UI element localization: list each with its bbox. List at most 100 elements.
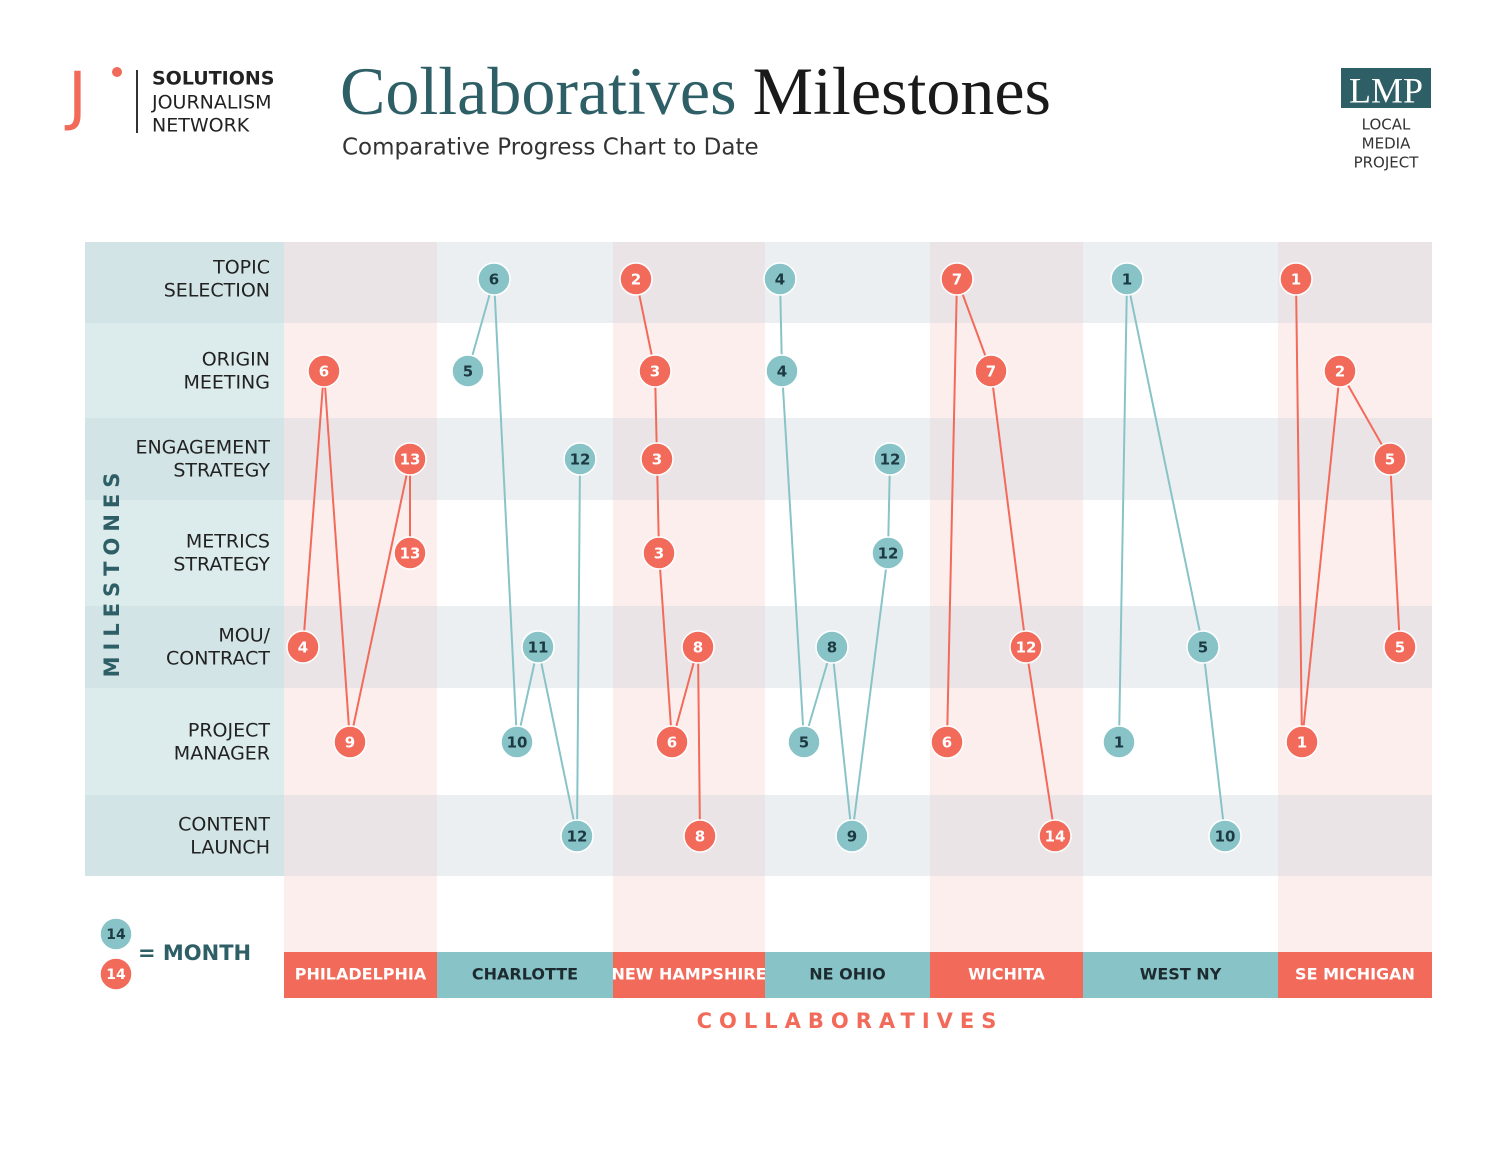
logo-mark: J bbox=[64, 60, 87, 134]
month-label: 5 bbox=[799, 734, 809, 752]
milestone-label: PROJECT bbox=[188, 720, 270, 742]
month-bubble bbox=[940, 262, 974, 296]
month-label: 6 bbox=[489, 271, 499, 289]
month-bubble bbox=[683, 819, 717, 853]
milestone-label: CONTENT bbox=[178, 814, 270, 836]
month-bubble bbox=[333, 725, 367, 759]
collaborative-bar bbox=[930, 952, 1083, 998]
month-label: 8 bbox=[695, 828, 705, 846]
title-part: Collaboratives bbox=[340, 53, 737, 129]
legend-bubble bbox=[99, 917, 133, 951]
month-label: 8 bbox=[693, 639, 703, 657]
month-label: 7 bbox=[952, 271, 962, 289]
column-bg bbox=[765, 242, 930, 876]
collaborative-bar bbox=[284, 952, 437, 998]
chart: TOPICSELECTIONORIGINMEETINGENGAGEMENTSTR… bbox=[85, 242, 1432, 1033]
month-label: 6 bbox=[319, 363, 329, 381]
month-bubble bbox=[477, 262, 511, 296]
collaborative-label: WICHITA bbox=[968, 965, 1045, 984]
month-bubble bbox=[1038, 819, 1072, 853]
title-part: Milestones bbox=[753, 53, 1051, 129]
month-bubble bbox=[1009, 630, 1043, 664]
month-label: 12 bbox=[570, 451, 591, 469]
row-band bbox=[284, 606, 1432, 688]
month-bubble bbox=[871, 536, 905, 570]
collaborative-bar bbox=[765, 952, 930, 998]
month-bubble bbox=[1110, 262, 1144, 296]
month-label: 4 bbox=[777, 363, 787, 381]
collaborative-label: NE OHIO bbox=[809, 965, 885, 984]
month-label: 5 bbox=[463, 363, 473, 381]
month-label: 3 bbox=[652, 451, 662, 469]
collaborative-bar bbox=[613, 952, 765, 998]
month-bubble bbox=[1102, 725, 1136, 759]
month-bubble bbox=[638, 354, 672, 388]
month-label: 12 bbox=[878, 545, 899, 563]
milestone-label: STRATEGY bbox=[173, 460, 270, 482]
month-bubble bbox=[873, 442, 907, 476]
org-line: JOURNALISM bbox=[151, 92, 272, 114]
partner-logo: LMP bbox=[1349, 70, 1423, 110]
x-axis-label: COLLABORATIVES bbox=[697, 1009, 1004, 1033]
month-label: 5 bbox=[1385, 451, 1395, 469]
collaborative-label: SE MICHIGAN bbox=[1295, 965, 1415, 984]
month-label: 8 bbox=[827, 639, 837, 657]
month-bubble bbox=[640, 442, 674, 476]
month-label: 4 bbox=[775, 271, 785, 289]
month-label: 12 bbox=[1016, 639, 1037, 657]
month-bubble bbox=[286, 630, 320, 664]
month-label: 9 bbox=[847, 828, 857, 846]
month-label: 5 bbox=[1198, 639, 1208, 657]
month-bubble bbox=[560, 819, 594, 853]
month-label: 6 bbox=[667, 734, 677, 752]
connector bbox=[1118, 278, 1226, 837]
partner-line: PROJECT bbox=[1354, 154, 1420, 172]
partner-line: LOCAL bbox=[1362, 116, 1411, 134]
logo-dot bbox=[112, 67, 122, 77]
month-bubble bbox=[1186, 630, 1220, 664]
collaborative-label: WEST NY bbox=[1140, 965, 1222, 984]
month-label: 1 bbox=[1122, 271, 1132, 289]
row-band bbox=[284, 418, 1432, 500]
month-bubble bbox=[655, 725, 689, 759]
legend-sample: 14 bbox=[106, 927, 126, 943]
collaborative-label: CHARLOTTE bbox=[472, 965, 578, 984]
milestone-label: LAUNCH bbox=[190, 837, 270, 859]
month-label: 9 bbox=[345, 734, 355, 752]
month-bubble bbox=[563, 442, 597, 476]
month-label: 3 bbox=[650, 363, 660, 381]
month-bubble bbox=[763, 262, 797, 296]
collaborative-bar bbox=[437, 952, 613, 998]
collaborative-bar bbox=[1278, 952, 1432, 998]
column-bg bbox=[1083, 242, 1278, 876]
month-label: 12 bbox=[880, 451, 901, 469]
milestone-label: MANAGER bbox=[174, 743, 270, 765]
column-bg bbox=[1278, 242, 1432, 952]
month-bubble bbox=[835, 819, 869, 853]
column-bg bbox=[437, 242, 613, 876]
month-label: 11 bbox=[528, 639, 549, 657]
month-bubble bbox=[1383, 630, 1417, 664]
month-bubble bbox=[930, 725, 964, 759]
org-line: SOLUTIONS bbox=[152, 68, 274, 90]
milestone-label: ORIGIN bbox=[202, 349, 270, 371]
month-bubble bbox=[1285, 725, 1319, 759]
month-label: 7 bbox=[986, 363, 996, 381]
month-label: 3 bbox=[654, 545, 664, 563]
month-bubble bbox=[681, 630, 715, 664]
month-label: 1 bbox=[1291, 271, 1301, 289]
month-bubble bbox=[1208, 819, 1242, 853]
collaborative-label: PHILADELPHIA bbox=[295, 965, 427, 984]
org-line: NETWORK bbox=[152, 115, 250, 137]
month-bubble bbox=[393, 536, 427, 570]
month-label: 2 bbox=[1335, 363, 1345, 381]
row-header-bg bbox=[85, 242, 284, 876]
legend-sample: 14 bbox=[106, 967, 126, 983]
milestone-label: MEETING bbox=[183, 372, 270, 394]
milestone-label: SELECTION bbox=[164, 280, 270, 302]
legend-bubble bbox=[99, 957, 133, 991]
milestone-label: TOPIC bbox=[212, 257, 270, 279]
row-band bbox=[85, 418, 284, 500]
milestone-label: CONTRACT bbox=[166, 648, 270, 670]
